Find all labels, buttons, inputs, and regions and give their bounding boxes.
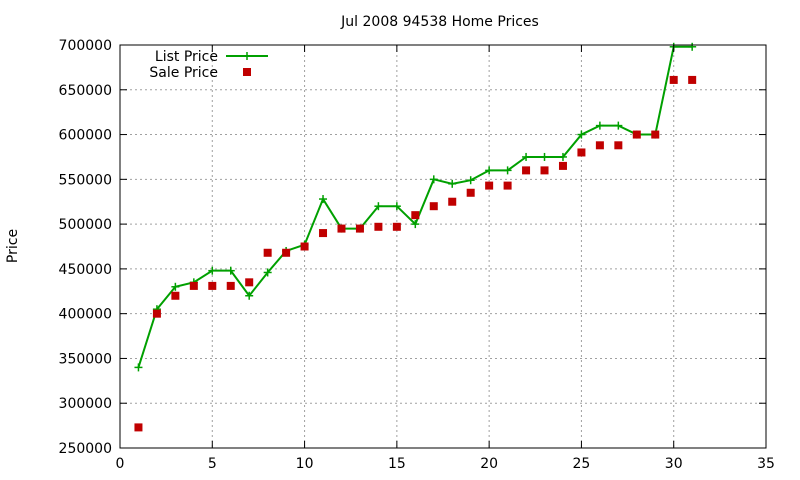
list-price-point <box>134 363 143 372</box>
sale-price-point <box>374 222 383 231</box>
legend-label: Sale Price <box>149 65 218 81</box>
y-tick-label: 500000 <box>59 217 112 233</box>
y-tick-label: 350000 <box>59 351 112 367</box>
y-tick-label: 450000 <box>59 262 112 278</box>
sale-price-point <box>688 75 697 84</box>
list-price-point <box>263 268 272 277</box>
list-price-point <box>171 282 180 291</box>
y-tick-label: 700000 <box>59 38 112 54</box>
list-price-point <box>595 121 604 130</box>
sale-price-point <box>669 75 678 84</box>
list-price-point <box>208 266 217 275</box>
sale-price-point <box>503 181 512 190</box>
sale-price-point <box>558 161 567 170</box>
sale-price-point <box>226 281 235 290</box>
sale-price-point <box>577 148 586 157</box>
sale-price-point <box>651 130 660 139</box>
legend-plus-marker <box>243 52 251 60</box>
sale-price-point <box>189 281 198 290</box>
x-tick-label: 30 <box>665 456 683 472</box>
grid-lines <box>120 45 766 448</box>
sale-price-point <box>448 197 457 206</box>
list-price-point <box>558 152 567 161</box>
series-sale-price <box>134 75 697 432</box>
sale-price-point <box>208 281 217 290</box>
sale-price-point <box>466 188 475 197</box>
y-tick-label: 250000 <box>59 441 112 457</box>
sale-price-point <box>319 229 328 238</box>
sale-price-point <box>392 222 401 231</box>
sale-price-point <box>245 278 254 287</box>
sale-price-point <box>429 202 438 211</box>
list-price-point <box>577 130 586 139</box>
series-list-price <box>134 42 697 372</box>
sale-price-point <box>134 423 143 432</box>
list-price-point <box>485 166 494 175</box>
sale-price-point <box>263 248 272 257</box>
y-tick-label: 650000 <box>59 83 112 99</box>
list-price-point <box>374 202 383 211</box>
sale-price-point <box>522 166 531 175</box>
list-price-point <box>245 291 254 300</box>
y-axis-label: Price <box>5 229 21 263</box>
list-price-point <box>226 266 235 275</box>
list-price-point <box>448 179 457 188</box>
y-tick-label: 400000 <box>59 307 112 323</box>
sale-price-point <box>540 166 549 175</box>
x-tick-label: 25 <box>573 456 591 472</box>
list-price-point <box>392 202 401 211</box>
x-tick-label: 15 <box>388 456 406 472</box>
list-price-point <box>503 166 512 175</box>
sale-price-point <box>152 309 161 318</box>
sale-price-point <box>632 130 641 139</box>
x-tick-label: 5 <box>208 456 217 472</box>
plot-frame <box>119 44 767 449</box>
y-tick-label: 600000 <box>59 128 112 144</box>
list-price-point <box>688 42 697 51</box>
sale-price-point <box>300 242 309 251</box>
series-layer <box>134 42 697 432</box>
sale-price-point <box>614 141 623 150</box>
chart-title: Jul 2008 94538 Home Prices <box>340 14 539 30</box>
x-tick-label: 20 <box>480 456 498 472</box>
list-price-point <box>614 121 623 130</box>
x-tick-label: 0 <box>116 456 125 472</box>
legend-label: List Price <box>155 49 218 65</box>
list-price-point <box>429 175 438 184</box>
axis-ticks: 250000 300000 350000 400000 450000 500000 5500… <box>59 38 775 472</box>
list-price-line <box>137 45 693 368</box>
sale-price-point <box>282 248 291 257</box>
x-tick-label: 10 <box>296 456 314 472</box>
x-tick-label: 35 <box>757 456 775 472</box>
list-price-point <box>522 152 531 161</box>
list-price-point <box>466 176 475 185</box>
list-price-point <box>411 220 420 229</box>
sale-price-point <box>485 181 494 190</box>
list-price-point <box>540 152 549 161</box>
y-tick-label: 300000 <box>59 396 112 412</box>
sale-price-point <box>355 224 364 233</box>
y-tick-label: 550000 <box>59 172 112 188</box>
legend-square-marker <box>243 68 251 76</box>
list-price-point <box>319 195 328 204</box>
sale-price-point <box>595 141 604 150</box>
sale-price-point <box>411 211 420 220</box>
sale-price-point <box>171 291 180 300</box>
sale-price-point <box>337 224 346 233</box>
